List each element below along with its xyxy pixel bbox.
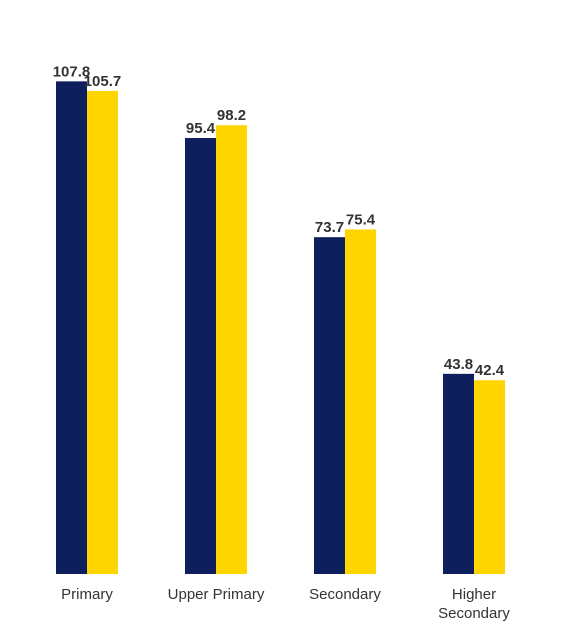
category-label-2: Upper Primary — [168, 586, 265, 603]
bar-series1-cat4 — [443, 373, 474, 574]
category-label-4-line2: Secondary — [438, 605, 510, 622]
bar-series1-cat2 — [185, 138, 216, 574]
category-labels-layer: Primary Upper Primary Secondary Higher Secon… — [61, 586, 510, 622]
value-label-series2-cat1: 105.7 — [84, 73, 122, 90]
bar-series1-cat1 — [56, 81, 87, 574]
value-label-series2-cat4: 42.4 — [475, 362, 505, 379]
value-label-series1-cat3: 73.7 — [315, 219, 344, 236]
bar-series2-cat4 — [474, 380, 505, 574]
bar-series1-cat3 — [314, 237, 345, 575]
value-label-series2-cat2: 98.2 — [217, 107, 246, 124]
category-label-4-line1: Higher — [452, 586, 496, 603]
value-label-series2-cat3: 75.4 — [346, 211, 376, 228]
value-label-series1-cat1: 107.8 — [53, 63, 91, 80]
bar-series2-cat1 — [87, 90, 118, 575]
category-label-3: Secondary — [309, 586, 381, 603]
value-label-series1-cat2: 95.4 — [186, 120, 216, 137]
value-label-series1-cat4: 43.8 — [444, 356, 473, 373]
category-label-1: Primary — [61, 586, 113, 603]
bar-series2-cat2 — [216, 125, 247, 574]
bars-layer — [56, 81, 505, 575]
bar-series2-cat3 — [345, 229, 376, 574]
